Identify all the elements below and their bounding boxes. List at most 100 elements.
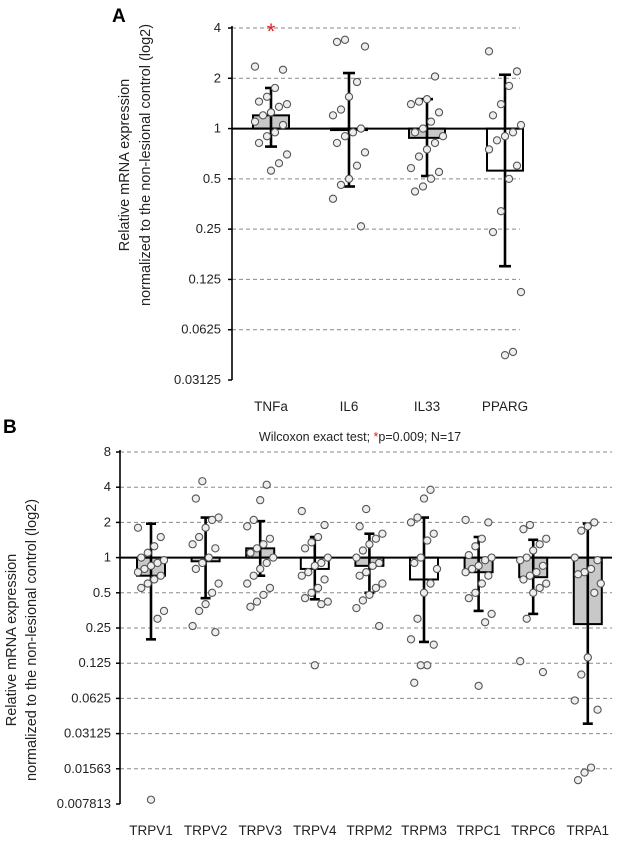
ytick-label: 0.03125 <box>64 726 111 741</box>
data-point <box>406 518 416 527</box>
panel-a-axes <box>228 26 520 381</box>
data-point <box>153 614 162 623</box>
ytick-label: 1 <box>104 550 111 565</box>
data-point <box>516 120 526 130</box>
data-point <box>270 128 280 137</box>
panel-a-ylabel-line2: normalized to the non-lesional control (… <box>138 24 154 306</box>
data-point <box>358 546 368 555</box>
data-point <box>406 635 416 644</box>
data-point <box>254 97 264 106</box>
caption-rest: p=0.009; N=17 <box>378 430 461 444</box>
data-point <box>590 518 599 527</box>
panel-b: B Wilcoxon exact test; *p=0.009; N=17 Re… <box>3 417 612 838</box>
data-point <box>266 166 276 175</box>
data-point <box>146 561 156 571</box>
data-point <box>262 132 272 141</box>
data-point <box>243 579 252 588</box>
caption-star: * <box>374 430 379 444</box>
data-point <box>426 485 435 494</box>
data-point <box>340 35 350 44</box>
data-point <box>278 65 288 74</box>
ytick-label: 0.01563 <box>64 761 111 776</box>
data-point <box>156 571 165 580</box>
ytick-label: 0.25 <box>196 221 221 236</box>
data-point <box>471 588 480 597</box>
data-point <box>529 546 538 555</box>
ytick-label: 0.0625 <box>71 690 111 705</box>
data-point <box>254 138 264 148</box>
data-point <box>504 81 514 91</box>
ytick-label: 0.0625 <box>181 322 221 337</box>
panel-a-ylabel-line1: Relative mRNA expression <box>117 79 133 251</box>
data-point <box>438 132 448 141</box>
data-point <box>297 571 306 580</box>
data-point <box>426 174 436 184</box>
panel-a-letter: A <box>112 6 126 27</box>
data-point <box>406 100 416 109</box>
panel-b-ytick-labels: 0.007813 0.01563 0.03125 0.0625 0.125 0.25 0.5… <box>57 444 111 811</box>
data-point <box>512 67 522 76</box>
data-point <box>488 111 498 120</box>
data-point <box>250 117 260 126</box>
data-point <box>488 227 498 237</box>
data-point <box>542 534 551 543</box>
data-point <box>570 696 579 705</box>
data-point <box>356 222 366 231</box>
data-point <box>265 583 275 593</box>
data-point <box>198 477 207 486</box>
data-point <box>262 92 272 101</box>
data-point <box>297 506 306 516</box>
data-point <box>542 579 551 588</box>
data-point <box>535 540 544 549</box>
panel-b-ylabel-line2: normalized to the non-lesional control (… <box>24 499 40 781</box>
data-point <box>416 661 425 670</box>
significance-star: * <box>267 19 276 44</box>
data-point <box>532 568 541 577</box>
data-point <box>252 597 262 606</box>
ytick-label: 2 <box>104 514 111 529</box>
data-point <box>265 534 275 543</box>
data-point <box>487 609 496 619</box>
ytick-label: 2 <box>214 70 221 85</box>
data-point <box>274 159 284 168</box>
data-point <box>133 568 143 577</box>
data-point <box>361 504 371 514</box>
data-point <box>464 550 473 560</box>
data-point <box>432 564 442 574</box>
data-point <box>516 657 525 666</box>
data-point <box>429 640 438 649</box>
data-point <box>371 583 381 593</box>
data-point <box>143 579 152 588</box>
data-point <box>348 128 358 137</box>
data-point <box>282 100 292 109</box>
ytick-label: 0.5 <box>203 171 221 186</box>
data-point <box>249 515 258 525</box>
data-point <box>352 553 361 562</box>
data-point <box>430 138 440 148</box>
data-point <box>332 138 342 148</box>
data-point <box>355 571 364 580</box>
ytick-label: 1 <box>214 121 221 136</box>
data-point <box>410 128 420 137</box>
data-point <box>352 77 362 87</box>
data-point <box>516 287 526 297</box>
data-point <box>434 167 444 177</box>
panel-a-ytick-labels: 0.03125 0.0625 0.125 0.25 0.5 1 2 4 <box>174 20 221 387</box>
category-label: TRPV4 <box>293 823 337 838</box>
data-point <box>198 558 207 568</box>
data-point <box>249 571 258 580</box>
data-point <box>512 161 522 170</box>
data-point <box>413 513 422 522</box>
panel-b-letter: B <box>3 417 17 438</box>
data-point <box>150 575 159 584</box>
data-point <box>577 670 586 679</box>
data-point <box>500 132 510 141</box>
data-point <box>422 95 432 104</box>
data-point <box>336 180 346 190</box>
panel-a: A Relative mRNA expression normalized to… <box>112 6 528 414</box>
category-label: PPARG <box>482 399 528 414</box>
data-point <box>573 775 583 785</box>
data-point <box>508 128 518 137</box>
data-point <box>317 599 326 609</box>
